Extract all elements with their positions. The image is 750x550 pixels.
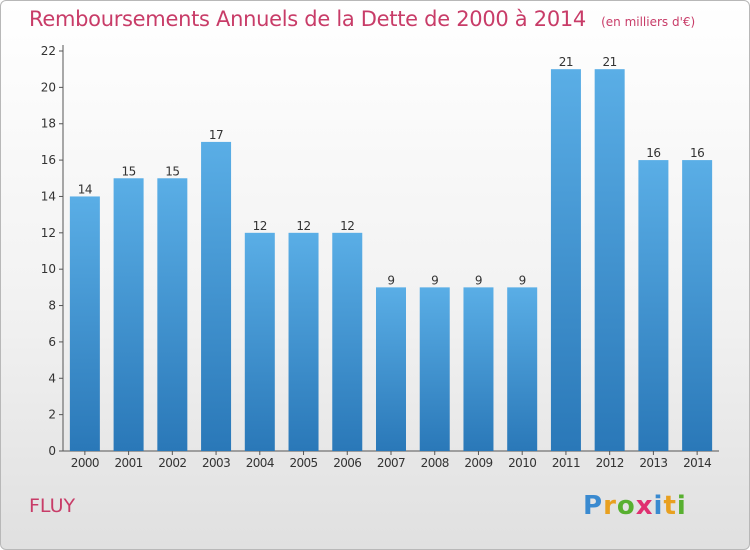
bar-2000	[69, 196, 100, 451]
bar-2012	[594, 69, 625, 451]
x-tick-label-2004: 2004	[246, 456, 274, 470]
bar-2008	[419, 287, 450, 451]
value-label-2014: 16	[690, 146, 704, 160]
proxiti-logo: Proxiti	[583, 491, 687, 521]
x-tick-label-2001: 2001	[115, 456, 143, 470]
y-tick-label: 12	[41, 226, 56, 240]
x-tick-label-2012: 2012	[596, 456, 624, 470]
x-tick-label-2006: 2006	[333, 456, 361, 470]
logo-letter: t	[663, 491, 677, 521]
y-tick-label: 20	[41, 80, 56, 94]
bar-2010	[507, 287, 538, 451]
value-label-2013: 16	[646, 146, 660, 160]
logo-letter: x	[635, 491, 654, 521]
value-label-2010: 9	[519, 273, 526, 287]
value-label-2006: 12	[340, 219, 354, 233]
x-tick-label-2008: 2008	[421, 456, 449, 470]
value-label-2011: 21	[559, 55, 573, 69]
x-tick-label-2003: 2003	[202, 456, 230, 470]
x-tick-label-2013: 2013	[639, 456, 667, 470]
y-tick-label: 18	[41, 117, 56, 131]
x-tick-label-2014: 2014	[683, 456, 711, 470]
value-label-2003: 17	[209, 128, 223, 142]
bar-2011	[550, 69, 581, 451]
value-label-2005: 12	[296, 219, 310, 233]
bar-2004	[244, 232, 275, 451]
bars	[69, 69, 713, 452]
y-tick-label: 16	[41, 153, 56, 167]
axes: 0 2 4 6 8 10 12 14 16 18 20 22 2000 2001 2002 2003 2004 2…	[41, 44, 719, 470]
chart-unit-label: (en milliers d'€)	[601, 15, 696, 29]
value-label-2004: 12	[253, 219, 267, 233]
value-label-2001: 15	[121, 164, 135, 178]
y-tick-label: 14	[41, 189, 56, 203]
bar-2002	[157, 178, 188, 452]
x-tick-label-2002: 2002	[158, 456, 186, 470]
bar-2007	[376, 287, 406, 451]
title-row: Remboursements Annuels de la Dette de 20…	[29, 7, 695, 31]
y-tick-label: 6	[48, 335, 56, 349]
x-tick-label-2007: 2007	[377, 456, 405, 470]
chart-title: Remboursements Annuels de la Dette de 20…	[29, 7, 586, 31]
logo-letter: i	[676, 491, 687, 521]
logo-letter: P	[583, 491, 604, 521]
x-tick-label-2000: 2000	[71, 456, 99, 470]
x-tick-label-2011: 2011	[552, 456, 580, 470]
logo-letter: i	[653, 491, 664, 521]
value-label-2007: 9	[387, 273, 394, 287]
bar-2009	[463, 287, 494, 451]
x-tick-label-2010: 2010	[508, 456, 536, 470]
bar-2014	[682, 160, 713, 451]
value-label-2002: 15	[165, 164, 179, 178]
y-tick-label: 0	[48, 444, 56, 458]
y-tick-label: 8	[48, 299, 56, 313]
y-tick-label: 2	[48, 408, 56, 422]
logo-letter: r	[603, 491, 617, 521]
bar-2001	[113, 178, 144, 452]
y-tick-label: 10	[41, 262, 56, 276]
value-label-2000: 14	[78, 182, 92, 196]
y-tick-label: 4	[48, 371, 56, 385]
bar-2003	[201, 141, 232, 451]
value-label-2012: 21	[603, 55, 617, 69]
x-tick-label-2005: 2005	[289, 456, 317, 470]
value-label-2009: 9	[475, 273, 482, 287]
y-tick-label: 22	[41, 44, 56, 58]
commune-name: FLUY	[29, 495, 76, 517]
x-tick-label-2009: 2009	[464, 456, 492, 470]
bar-2006	[332, 232, 363, 451]
data-labels: 14 15 15 17 12 12 12 9 9 9 9 21 21 16 16	[78, 55, 705, 287]
value-label-2008: 9	[431, 273, 438, 287]
bar-2013	[638, 160, 669, 451]
bar-2005	[288, 232, 319, 451]
logo-letter: o	[616, 491, 636, 521]
